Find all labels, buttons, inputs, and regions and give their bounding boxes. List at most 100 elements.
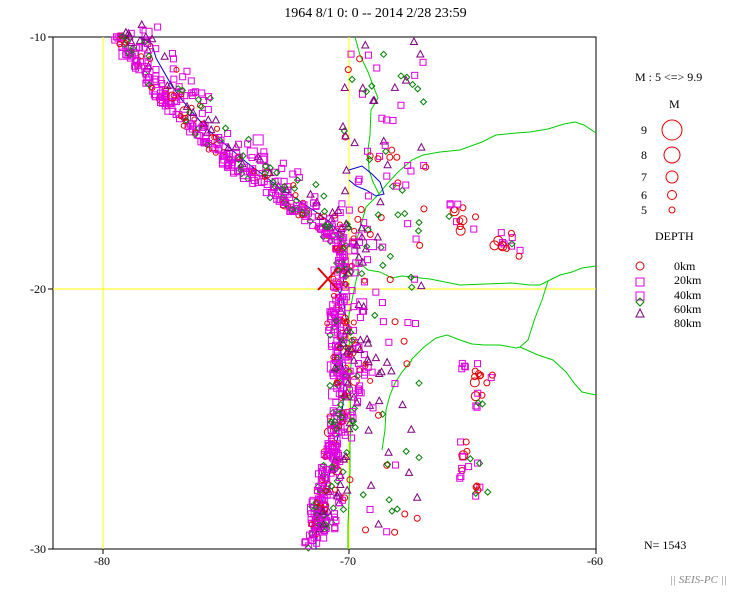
earthquake-marker: [314, 512, 322, 520]
earthquake-marker: [401, 75, 411, 84]
earthquake-marker: [487, 374, 495, 382]
earthquake-marker: [341, 252, 349, 260]
earthquake-marker: [331, 236, 339, 244]
earthquake-marker: [337, 381, 345, 389]
earthquake-marker: [341, 131, 350, 140]
earthquake-marker: [385, 338, 393, 346]
earthquake-marker: [349, 414, 357, 422]
earthquake-marker: [469, 377, 480, 388]
earthquake-marker: [326, 413, 333, 420]
earthquake-marker: [279, 198, 287, 206]
earthquake-marker: [193, 131, 201, 139]
earthquake-marker: [381, 141, 389, 149]
earthquake-marker: [339, 505, 348, 514]
earthquake-marker: [346, 243, 358, 255]
x-tick-label: -70: [340, 554, 356, 568]
earthquake-marker: [350, 138, 359, 147]
earthquake-marker: [379, 261, 387, 270]
earthquake-marker: [474, 459, 482, 467]
earthquake-marker: [273, 195, 281, 203]
earthquake-marker: [402, 181, 410, 189]
earthquake-marker: [131, 57, 139, 65]
earthquake-marker: [465, 463, 473, 471]
earthquake-marker: [474, 486, 482, 494]
depth-60-symbol: [635, 297, 645, 307]
earthquake-marker: [333, 488, 343, 497]
earthquake-marker: [152, 66, 160, 74]
earthquake-marker: [366, 230, 374, 238]
earthquake-marker: [349, 238, 357, 246]
earthquake-marker: [160, 51, 169, 60]
earthquake-marker: [279, 159, 287, 167]
earthquake-marker: [348, 408, 356, 416]
earthquake-marker: [195, 124, 203, 132]
earthquake-marker: [335, 256, 343, 264]
depth-60-label: 60km: [674, 302, 702, 316]
earthquake-marker: [325, 215, 333, 223]
earthquake-events: [111, 19, 524, 552]
mag-7-symbol: [665, 170, 679, 184]
earthquake-marker: [290, 182, 297, 189]
earthquake-marker: [383, 528, 391, 536]
earthquake-marker: [244, 140, 252, 148]
earthquake-marker: [345, 418, 355, 427]
earthquake-marker: [319, 496, 327, 504]
earthquake-marker: [249, 179, 257, 187]
earthquake-marker: [356, 314, 364, 322]
earthquake-marker: [288, 205, 297, 214]
earthquake-marker: [371, 311, 379, 320]
earthquake-marker: [489, 240, 500, 251]
earthquake-marker: [341, 334, 349, 342]
earthquake-marker: [328, 463, 336, 471]
earthquake-marker: [364, 425, 373, 434]
earthquake-marker: [376, 197, 385, 206]
earthquake-marker: [331, 486, 338, 493]
earthquake-marker: [144, 61, 153, 70]
earthquake-marker: [286, 194, 294, 202]
earthquake-marker: [364, 147, 372, 155]
earthquake-marker: [404, 319, 412, 327]
earthquake-marker: [411, 71, 419, 79]
depth-legend-title: DEPTH: [655, 229, 694, 243]
earthquake-marker: [404, 220, 412, 228]
earthquake-marker: [214, 125, 221, 132]
earthquake-marker: [327, 427, 335, 435]
earthquake-marker: [141, 32, 151, 41]
earthquake-marker: [336, 230, 345, 239]
earthquake-marker: [357, 223, 366, 232]
earthquake-marker: [198, 109, 206, 117]
earthquake-marker: [372, 288, 380, 296]
earthquake-marker: [345, 386, 353, 394]
earthquake-marker: [197, 102, 206, 111]
earthquake-marker: [305, 531, 313, 539]
mag-8-symbol: [663, 146, 681, 164]
earthquake-marker: [371, 353, 381, 362]
earthquake-marker: [121, 27, 131, 36]
earthquake-marker: [354, 360, 362, 368]
earthquake-marker: [138, 53, 145, 60]
earthquake-marker: [144, 52, 152, 60]
depth-40-symbol: [635, 291, 645, 301]
earthquake-marker: [359, 301, 369, 310]
earthquake-marker: [173, 66, 180, 73]
earthquake-marker: [462, 438, 470, 446]
earthquake-marker: [419, 58, 427, 66]
earthquake-marker: [117, 33, 125, 41]
earthquake-marker: [152, 78, 160, 86]
earthquake-marker: [344, 268, 353, 277]
earthquake-marker: [386, 153, 394, 161]
depth-0-label: 0km: [674, 259, 696, 273]
earthquake-marker: [470, 225, 478, 233]
earthquake-marker: [166, 80, 175, 89]
earthquake-marker: [188, 104, 195, 111]
earthquake-marker: [394, 211, 402, 219]
earthquake-marker: [116, 41, 123, 48]
earthquake-marker: [321, 527, 329, 535]
software-credit: || SEIS-PC ||: [670, 574, 727, 586]
earthquake-marker: [332, 244, 340, 252]
earthquake-marker: [298, 203, 306, 211]
earthquake-marker: [304, 544, 313, 552]
earthquake-marker: [331, 524, 339, 532]
earthquake-marker: [131, 49, 139, 57]
earthquake-marker: [345, 206, 353, 214]
